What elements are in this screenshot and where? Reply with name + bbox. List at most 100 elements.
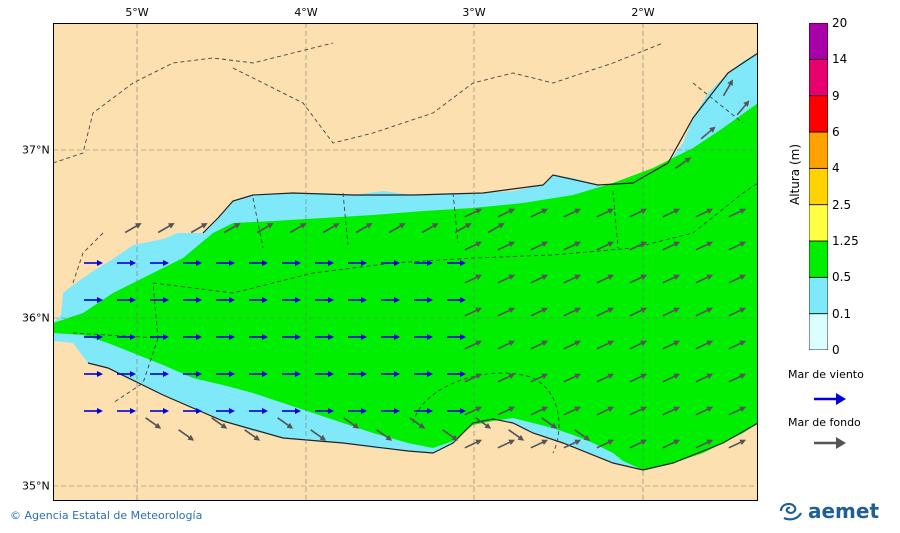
swell-sea-arrow (596, 439, 615, 449)
wind-sea-arrow (216, 334, 235, 340)
swell-sea-arrow (629, 241, 648, 251)
swell-sea-arrow (728, 340, 747, 350)
swell-sea-arrow (244, 429, 261, 441)
swell-sea-arrow (464, 373, 483, 383)
wave-height-map (53, 23, 758, 501)
swell-sea-arrow (355, 223, 373, 234)
swell-sea-arrow (662, 241, 681, 251)
colorbar-tick-label: 0.5 (832, 270, 852, 285)
wind-sea-arrow (216, 297, 235, 303)
swell-sea-arrow (376, 429, 393, 441)
swell-sea-arrow (464, 340, 483, 350)
lat-label-35n: 35°N (22, 479, 50, 493)
wind-sea-arrow (315, 260, 334, 266)
colorbar-tick-label: 1.25 (832, 234, 859, 248)
wind-sea-arrow (150, 334, 169, 340)
wind-sea-arrow (282, 260, 301, 266)
wind-sea-arrow (381, 260, 400, 266)
swell-sea-arrow (574, 429, 591, 441)
wind-sea-arrow (183, 260, 202, 266)
wind-sea-arrow (414, 371, 433, 377)
wind-sea-arrow (447, 371, 466, 377)
swell-sea-arrow (629, 406, 648, 416)
swell-sea-arrow (629, 274, 648, 284)
wind-sea-arrow (282, 371, 301, 377)
lat-label-37n: 37°N (22, 143, 50, 157)
swell-sea-arrow (475, 417, 492, 429)
moderate-wave-zone (53, 103, 758, 470)
wind-sea-arrow (150, 297, 169, 303)
swell-sea-arrow (497, 439, 516, 449)
wind-sea-arrow (249, 371, 268, 377)
swell-sea-arrow (289, 223, 307, 234)
swell-sea-arrow (530, 208, 549, 218)
wind-sea-arrow (381, 371, 400, 377)
wind-sea-arrow (447, 334, 466, 340)
swell-sea-arrow (596, 307, 615, 317)
swell-sea-arrow (728, 208, 747, 218)
swell-sea-arrow (695, 241, 714, 251)
swell-sea-arrow (530, 274, 549, 284)
swell-sea-arrow (728, 439, 747, 449)
swell-sea-arrow (695, 274, 714, 284)
swell-sea-arrow (454, 223, 472, 234)
copyright-icon: © (10, 509, 21, 522)
wind-sea-arrow (414, 297, 433, 303)
wind-sea-arrow (381, 297, 400, 303)
aemet-logo: aemet (778, 499, 879, 523)
swell-sea-arrow (596, 241, 615, 251)
swell-sea-arrow (310, 429, 327, 441)
swell-sea-arrow (409, 417, 426, 429)
swell-sea-arrow (530, 241, 549, 251)
swell-sea-arrow (662, 373, 681, 383)
colorbar-tick-label: 2.5 (832, 197, 852, 212)
wind-sea-arrow (150, 408, 169, 414)
swell-sea-arrow (728, 406, 747, 416)
swell-sea-arrow (662, 439, 681, 449)
swell-sea-arrow (145, 417, 162, 429)
wind-sea-arrow (183, 371, 202, 377)
swell-sea-arrow (497, 373, 516, 383)
wind-sea-arrow (84, 371, 103, 377)
swell-sea-arrow (596, 406, 615, 416)
swell-sea-arrow (541, 417, 558, 429)
wind-sea-arrow (348, 334, 367, 340)
lon-label-5w: 5°W (125, 6, 149, 19)
swell-sea-arrow (563, 406, 582, 416)
swell-sea-arrow (464, 307, 483, 317)
wind-sea-arrow (414, 334, 433, 340)
swell-sea-arrow (596, 340, 615, 350)
wind-sea-arrow (183, 297, 202, 303)
agency-credit: © Agencia Estatal de Meteorología (10, 509, 203, 522)
wind-sea-arrow (348, 371, 367, 377)
swell-sea-arrow (563, 208, 582, 218)
swell-sea-arrow (662, 208, 681, 218)
wind-sea-label: Mar de viento (788, 368, 864, 381)
swell-sea-arrow (563, 340, 582, 350)
wind-sea-arrow (282, 297, 301, 303)
swell-sea-arrow (695, 373, 714, 383)
colorbar-segment (809, 23, 828, 60)
wind-sea-arrow (249, 260, 268, 266)
lon-label-4w: 4°W (294, 6, 318, 19)
lat-label-36n: 36°N (22, 311, 50, 325)
wind-sea-arrow (447, 260, 466, 266)
colorbar-segment (809, 276, 828, 315)
swell-sea-arrow (695, 208, 714, 218)
wind-sea-arrow (414, 408, 433, 414)
arrow-field (84, 79, 750, 449)
colorbar-tick-label: 9 (832, 88, 840, 103)
wind-sea-arrow (150, 260, 169, 266)
wind-sea-arrow (216, 371, 235, 377)
swell-sea-arrow (343, 417, 360, 429)
swell-sea-arrow (563, 274, 582, 284)
colorbar-tick-label: 6 (832, 125, 840, 139)
swell-sea-arrow (530, 373, 549, 383)
wind-sea-arrow (117, 297, 136, 303)
swell-sea-arrow (629, 439, 648, 449)
lon-label-3w: 3°W (462, 6, 486, 19)
colorbar-title: Altura (m) (788, 143, 802, 205)
wind-sea-arrow (315, 334, 334, 340)
swell-sea-arrow (563, 439, 582, 449)
swell-sea-arrow (421, 223, 439, 234)
